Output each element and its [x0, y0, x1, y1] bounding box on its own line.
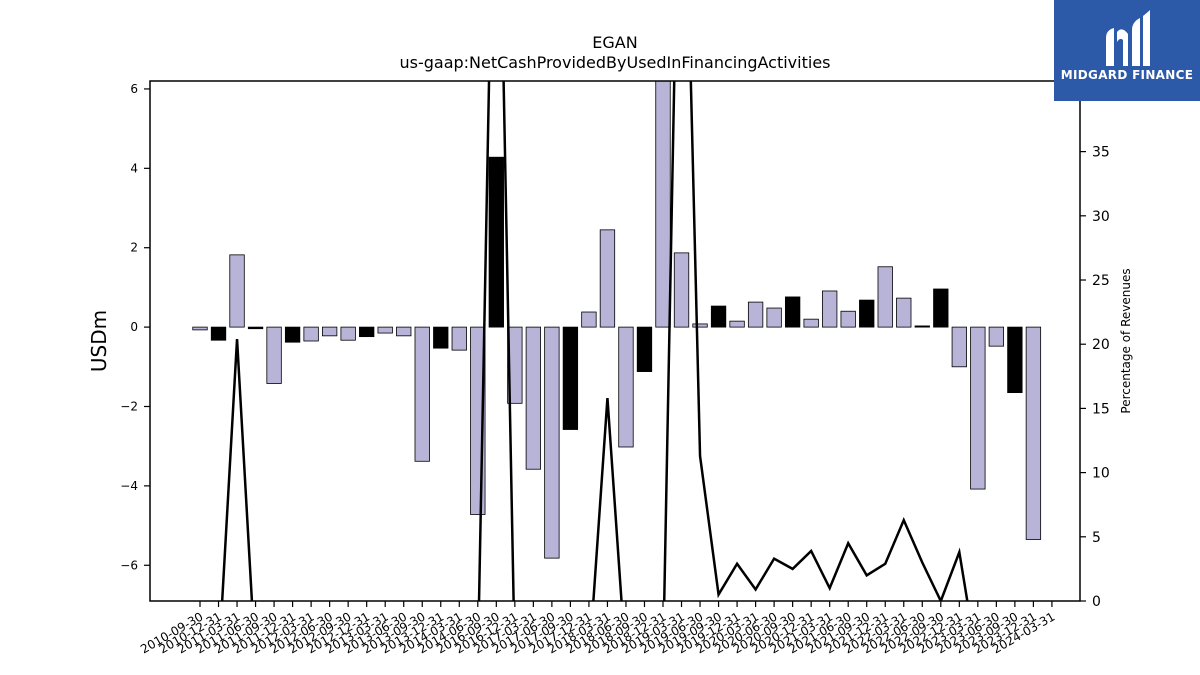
bar-2021-12-31: [877, 266, 893, 328]
bar-2023-09-30: [1007, 326, 1023, 394]
bar-2016-09-30: [488, 156, 504, 328]
bar-2018-03-31: [599, 229, 616, 328]
y-tick-label: −2: [120, 399, 138, 413]
bar-2012-06-30: [321, 326, 338, 337]
bar-2012-12-31: [359, 326, 375, 338]
bar-2021-09-30: [859, 299, 875, 328]
bar-2023-03-31: [970, 326, 986, 490]
bar-2022-09-30: [933, 288, 949, 328]
bar-2018-09-30: [636, 326, 653, 372]
bar-2017-06-30: [544, 326, 560, 559]
y-tick-label: −4: [120, 479, 138, 493]
chart-title: EGAN: [592, 33, 637, 52]
y-tick-label: −6: [120, 558, 138, 572]
bar-2023-06-30: [988, 326, 1005, 347]
bar-2017-12-31: [581, 311, 597, 328]
bar-2022-06-30: [914, 325, 930, 328]
bar-2018-12-31: [655, 81, 671, 328]
bar-2011-03-31: [229, 254, 245, 328]
y-right-tick-label: 10: [1092, 466, 1110, 482]
y-tick-label: 2: [130, 241, 138, 255]
chart-subtitle: us-gaap:NetCashProvidedByUsedInFinancing…: [399, 53, 830, 72]
line-series: [220, 81, 969, 601]
bar-2020-12-31: [803, 318, 819, 328]
bar-2022-03-31: [896, 297, 912, 328]
bar-2019-12-31: [729, 320, 745, 328]
y-axis-label-right: Percentage of Revenues: [1119, 268, 1133, 413]
y-right-tick-label: 5: [1092, 530, 1101, 546]
y-tick-label: 0: [130, 320, 138, 334]
y-right-tick-label: 25: [1092, 273, 1110, 289]
y-right-tick-label: 35: [1092, 145, 1110, 161]
bar-2020-09-30: [784, 296, 801, 328]
bar-2019-03-31: [673, 252, 690, 328]
bar-2013-12-31: [433, 326, 449, 349]
plot-frame: [149, 80, 1081, 602]
logo: MIDGARD FINANCE: [1054, 0, 1200, 101]
axes: −6−4−20246051015202530352010-09-302010-1…: [120, 80, 1110, 656]
bar-2023-12-31: [1025, 326, 1042, 540]
bar-2013-03-31: [377, 326, 393, 334]
bar-2012-09-30: [340, 326, 356, 341]
bar-2011-12-31: [284, 326, 301, 343]
logo-text: MIDGARD FINANCE: [1060, 68, 1194, 82]
bar-2019-06-30: [692, 323, 708, 328]
bar-2010-09-30: [192, 326, 208, 331]
y-right-tick-label: 15: [1092, 401, 1110, 417]
bar-2017-09-30: [562, 326, 579, 430]
y-right-tick-label: 30: [1092, 209, 1110, 225]
y-right-tick-label: 20: [1092, 337, 1110, 353]
bar-2022-12-31: [951, 326, 967, 368]
revenue-percentage-line: [220, 81, 969, 601]
y-tick-label: 4: [130, 161, 138, 175]
bar-2020-06-30: [766, 307, 782, 328]
bar-2011-06-30: [247, 326, 264, 330]
y-tick-label: 6: [130, 82, 138, 96]
midgard-logo-icon: [1106, 10, 1150, 66]
bar-2013-06-30: [396, 326, 412, 337]
bar-2021-03-31: [822, 290, 838, 328]
bar-2012-03-31: [303, 326, 319, 342]
bar-2013-09-30: [414, 326, 430, 462]
bar-2011-09-30: [266, 326, 282, 384]
bar-2020-03-31: [747, 301, 764, 328]
bar-2017-03-31: [525, 326, 542, 470]
bar-2016-12-31: [507, 326, 523, 404]
y-right-tick-label: 0: [1092, 594, 1101, 610]
bar-2019-09-30: [710, 305, 727, 328]
bar-2010-12-31: [210, 326, 227, 341]
bar-series: [192, 81, 1042, 559]
y-axis-label: USDm: [87, 310, 111, 372]
bar-2018-06-30: [618, 326, 634, 448]
bar-2021-06-30: [840, 310, 856, 328]
bar-2014-03-31: [451, 326, 467, 351]
